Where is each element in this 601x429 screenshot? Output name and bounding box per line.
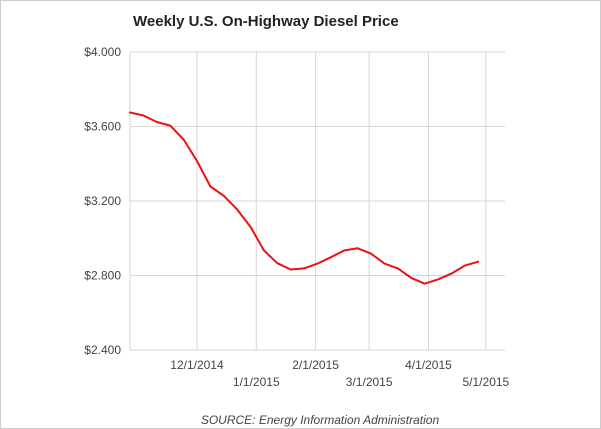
chart-title: Weekly U.S. On-Highway Diesel Price [133,13,399,30]
series-layer [129,111,480,285]
grid-layer [129,51,505,351]
y-tick-label: $4.000 [84,45,121,59]
x-tick-label: 4/1/2015 [405,358,452,372]
x-tick-label: 3/1/2015 [346,375,393,389]
x-tick-label: 5/1/2015 [463,375,510,389]
x-tick-label: 12/1/2014 [170,358,224,372]
y-tick-label: $3.600 [84,120,121,134]
y-tick-label: $2.800 [84,269,121,283]
source-note: SOURCE: Energy Information Administratio… [201,413,440,427]
x-tick-label: 1/1/2015 [233,375,280,389]
x-tick-label: 2/1/2015 [292,358,339,372]
y-tick-label: $3.200 [84,194,121,208]
tick-layer: $4.000 $3.600 $3.200 $2.800 $2.400 12/1/2014 1… [84,45,509,389]
series-line-diesel-price [129,111,480,285]
y-tick-label: $2.400 [84,343,121,357]
